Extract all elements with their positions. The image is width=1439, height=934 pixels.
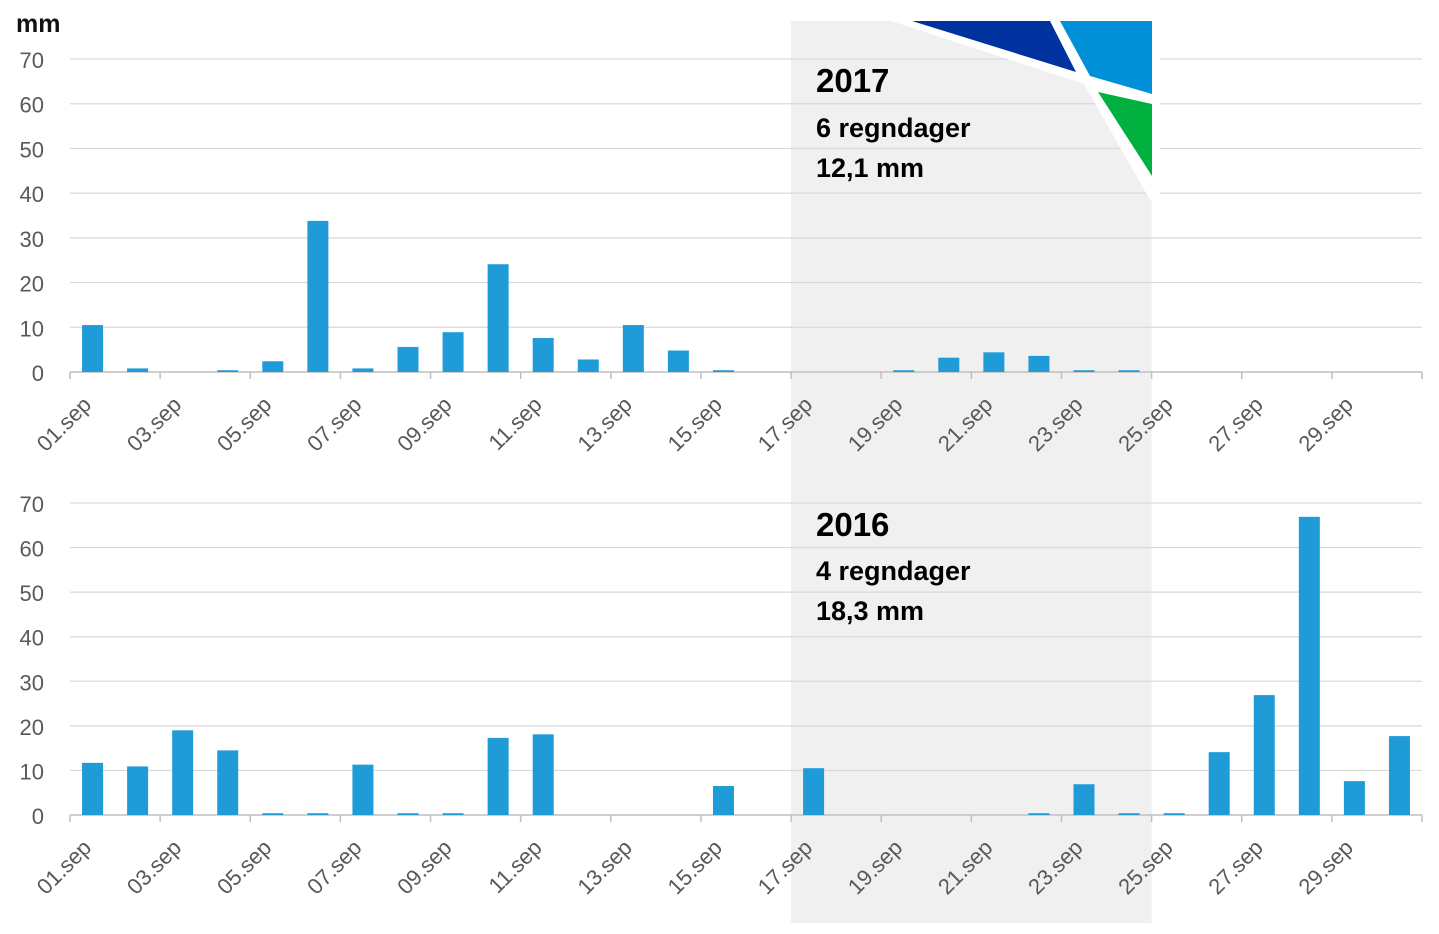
- y-tick-label-2017-30: 30: [20, 227, 44, 252]
- bar-2017-21.sep: [983, 352, 1005, 372]
- bar-2016-25.sep: [1163, 813, 1185, 815]
- bar-2017-08.sep: [397, 346, 419, 372]
- bar-2017-20.sep: [938, 357, 960, 372]
- x-tick-label-2017-01.sep: 01.sep: [32, 392, 96, 456]
- y-tick-label-2017-10: 10: [20, 316, 44, 341]
- bar-2016-30.sep: [1388, 736, 1410, 815]
- bar-2016-05.sep: [262, 813, 284, 815]
- x-tick-label-2016-07.sep: 07.sep: [302, 835, 366, 899]
- x-tick-label-2017-15.sep: 15.sep: [663, 392, 727, 456]
- bar-2016-17.sep: [803, 768, 825, 815]
- bar-2017-23.sep: [1073, 370, 1095, 372]
- x-tick-label-2016-13.sep: 13.sep: [572, 835, 636, 899]
- y-tick-label-2016-70: 70: [20, 492, 44, 517]
- x-tick-label-2017-03.sep: 03.sep: [122, 392, 186, 456]
- bar-2017-13.sep: [622, 325, 644, 372]
- y-tick-label-2016-60: 60: [20, 537, 44, 562]
- bar-2017-06.sep: [307, 220, 329, 372]
- x-tick-label-2017-29.sep: 29.sep: [1294, 392, 1358, 456]
- bar-2017-19.sep: [893, 370, 915, 372]
- x-tick-label-2017-05.sep: 05.sep: [212, 392, 276, 456]
- bar-2016-26.sep: [1208, 752, 1230, 815]
- y-axis-unit-label: mm: [16, 10, 61, 38]
- bar-2017-02.sep: [127, 368, 149, 372]
- bar-2016-01.sep: [82, 762, 104, 815]
- bar-2016-22.sep: [1028, 813, 1050, 815]
- summary-2017-year: 2017: [816, 62, 890, 99]
- summary-2016-year: 2016: [816, 506, 890, 543]
- logo-green-triangle: [1098, 92, 1152, 176]
- y-tick-label-2016-0: 0: [32, 804, 44, 829]
- bar-2016-27.sep: [1253, 695, 1275, 815]
- bar-2017-04.sep: [217, 370, 239, 372]
- bar-2016-29.sep: [1343, 781, 1365, 815]
- y-tick-label-2016-10: 10: [20, 759, 44, 784]
- y-tick-label-2016-30: 30: [20, 670, 44, 695]
- y-tick-label-2016-40: 40: [20, 626, 44, 651]
- y-tick-label-2016-20: 20: [20, 715, 44, 740]
- bar-2016-11.sep: [532, 734, 554, 815]
- bar-2016-10.sep: [487, 737, 509, 815]
- bar-2017-05.sep: [262, 361, 284, 372]
- y-tick-label-2017-20: 20: [20, 272, 44, 297]
- bar-2016-24.sep: [1118, 813, 1140, 815]
- summary-2017-rain-days: 6 regndager: [816, 113, 971, 143]
- y-tick-label-2017-50: 50: [20, 137, 44, 162]
- bar-2017-11.sep: [532, 338, 554, 372]
- bar-2017-12.sep: [577, 359, 599, 372]
- bar-2017-15.sep: [712, 370, 734, 372]
- bar-2016-06.sep: [307, 813, 329, 815]
- x-tick-label-2017-27.sep: 27.sep: [1203, 392, 1267, 456]
- bar-2016-03.sep: [172, 730, 194, 815]
- bar-2017-09.sep: [442, 332, 464, 372]
- highlight-period-band: [791, 21, 1152, 923]
- x-tick-label-2016-15.sep: 15.sep: [663, 835, 727, 899]
- bar-2016-08.sep: [397, 813, 419, 815]
- y-tick-label-2017-70: 70: [20, 48, 44, 73]
- x-tick-label-2016-05.sep: 05.sep: [212, 835, 276, 899]
- logo-dark-blue-triangle: [912, 21, 1076, 72]
- bar-2016-02.sep: [127, 766, 149, 815]
- x-tick-label-2016-29.sep: 29.sep: [1294, 835, 1358, 899]
- x-tick-label-2016-11.sep: 11.sep: [484, 835, 547, 898]
- summary-2016-total: 18,3 mm: [816, 596, 925, 626]
- bar-2017-24.sep: [1118, 370, 1140, 372]
- summary-2016-rain-days: 4 regndager: [816, 556, 971, 586]
- bar-2017-22.sep: [1028, 355, 1050, 372]
- bar-2016-28.sep: [1298, 516, 1320, 815]
- bar-2017-14.sep: [667, 350, 689, 372]
- logo-light-blue-triangle: [1060, 21, 1152, 94]
- bar-2016-07.sep: [352, 764, 374, 815]
- y-tick-label-2017-0: 0: [32, 361, 44, 386]
- bar-2016-15.sep: [712, 786, 734, 815]
- x-tick-label-2016-03.sep: 03.sep: [122, 835, 186, 899]
- y-tick-label-2017-60: 60: [20, 93, 44, 118]
- bar-2017-10.sep: [487, 264, 509, 372]
- x-tick-label-2017-13.sep: 13.sep: [572, 392, 636, 456]
- x-tick-label-2016-27.sep: 27.sep: [1203, 835, 1267, 899]
- x-tick-label-2017-09.sep: 09.sep: [392, 392, 456, 456]
- summary-2017-total: 12,1 mm: [816, 153, 925, 183]
- x-tick-label-2017-11.sep: 11.sep: [484, 392, 547, 455]
- x-tick-label-2016-09.sep: 09.sep: [392, 835, 456, 899]
- x-tick-label-2017-07.sep: 07.sep: [302, 392, 366, 456]
- bar-2016-09.sep: [442, 813, 464, 815]
- bar-2017-01.sep: [82, 325, 104, 372]
- y-tick-label-2016-50: 50: [20, 581, 44, 606]
- y-tick-label-2017-40: 40: [20, 182, 44, 207]
- bar-2017-07.sep: [352, 368, 374, 372]
- x-tick-label-2016-01.sep: 01.sep: [32, 835, 96, 899]
- bar-2016-23.sep: [1073, 784, 1095, 815]
- bar-2016-04.sep: [217, 750, 239, 815]
